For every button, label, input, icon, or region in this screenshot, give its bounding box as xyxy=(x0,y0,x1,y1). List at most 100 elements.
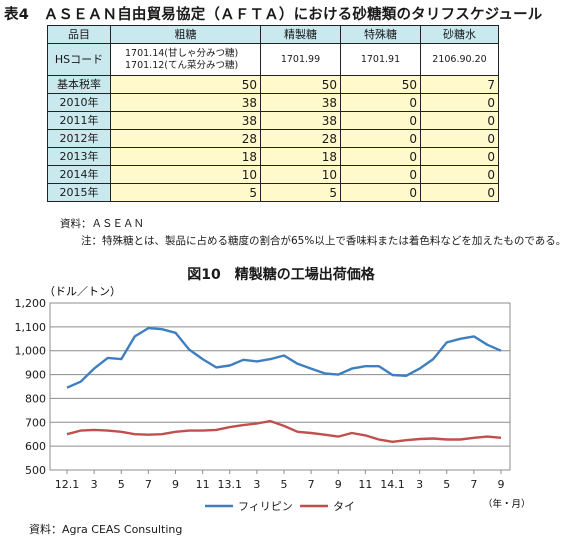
row-label: 2013年 xyxy=(47,147,111,166)
series-layer xyxy=(66,326,502,443)
table-cell: 0 xyxy=(340,111,421,130)
y-tick-label: 800 xyxy=(25,392,46,405)
hs-code-special: 1701.91 xyxy=(340,43,421,76)
table-cell: 0 xyxy=(420,129,499,148)
table-cell: 38 xyxy=(110,111,261,130)
grid-layer xyxy=(49,302,511,471)
y-tick-label: 1,200 xyxy=(15,297,47,310)
x-tick-label: 3 xyxy=(253,478,260,491)
column-header: 精製糖 xyxy=(260,25,341,44)
table-cell: 18 xyxy=(110,147,261,166)
column-header: 砂糖水 xyxy=(420,25,499,44)
x-tick-label: 3 xyxy=(416,478,423,491)
x-tick-label: 7 xyxy=(145,478,152,491)
table-cell: 38 xyxy=(260,93,341,112)
y-tick-label: 1,100 xyxy=(15,321,47,334)
y-tick-label: 500 xyxy=(25,464,46,477)
table-row: 2015年 5 5 0 0 xyxy=(47,183,499,202)
hs-code-syrup: 2106.90.20 xyxy=(420,43,499,76)
table-cell: 50 xyxy=(260,75,341,94)
x-tick-label: 14.1 xyxy=(380,478,405,491)
table-cell: 10 xyxy=(260,165,341,184)
table-row: 2011年 38 38 0 0 xyxy=(47,111,499,130)
series-line-1 xyxy=(66,419,502,443)
x-tick-label: 7 xyxy=(470,478,477,491)
table-cell: 0 xyxy=(340,93,421,112)
row-label: 2011年 xyxy=(47,111,111,130)
table-cell: 5 xyxy=(110,183,261,202)
price-line-chart: 500 600 700 800 900 1,000 1,100 1,200 12.1 3 5 7 9 11… xyxy=(15,285,531,513)
table-cell: 50 xyxy=(110,75,261,94)
row-label: 2015年 xyxy=(47,183,111,202)
column-header: 特殊糖 xyxy=(340,25,421,44)
row-label: 2014年 xyxy=(47,165,111,184)
y-tick-label: 700 xyxy=(25,416,46,429)
table-cell: 0 xyxy=(340,183,421,202)
x-tick-label: 3 xyxy=(91,478,98,491)
table-cell: 28 xyxy=(260,129,341,148)
table-row: 2010年 38 38 0 0 xyxy=(47,93,499,112)
series-line-0 xyxy=(66,326,502,389)
row-label: 2010年 xyxy=(47,93,111,112)
tariff-schedule-table: 品目 粗糖 精製糖 特殊糖 砂糖水 HSコード 1701.14(甘しゃ分みつ糖)… xyxy=(47,25,499,202)
table-cell: 0 xyxy=(420,147,499,166)
hs-code-line: 1701.12(てん菜分みつ糖) xyxy=(125,59,239,71)
table-header-row: 品目 粗糖 精製糖 特殊糖 砂糖水 xyxy=(47,25,499,44)
row-label: 基本税率 xyxy=(47,75,111,94)
tariff-body: 基本税率 50 50 50 7 2010年 38 38 0 0 2011年 38 38 0 0 2012年 28… xyxy=(47,75,499,202)
table-cell: 38 xyxy=(260,111,341,130)
x-tick-label: 12.1 xyxy=(55,478,80,491)
table-cell: 0 xyxy=(340,165,421,184)
x-tick-label: 5 xyxy=(443,478,450,491)
chart-title: 図10 精製糖の工場出荷価格 xyxy=(187,267,375,283)
x-tick-label: 9 xyxy=(335,478,342,491)
x-tick-label: 9 xyxy=(498,478,505,491)
table-title: 表4 ＡＳＥＡＮ自由貿易協定（ＡＦＴＡ）における砂糖類のタリフスケジュール xyxy=(4,7,543,23)
table-row: 基本税率 50 50 50 7 xyxy=(47,75,499,94)
column-header: 粗糖 xyxy=(110,25,261,44)
table-row: 2014年 10 10 0 0 xyxy=(47,165,499,184)
y-tick-label: 900 xyxy=(25,369,46,382)
y-axis-label: （ドル／トン） xyxy=(44,285,121,298)
table-cell: 50 xyxy=(340,75,421,94)
x-tick-label: 5 xyxy=(281,478,288,491)
y-tick-label: 1,000 xyxy=(15,345,47,358)
legend-label: タイ xyxy=(333,500,355,513)
table-source: 資料：ＡＳＥＡＮ xyxy=(60,218,144,230)
legend-layer: フィリピン タイ xyxy=(205,500,355,513)
hs-code-line: 1701.14(甘しゃ分みつ糖) xyxy=(125,47,239,59)
table-note: 注：特殊糖とは、製品に占める糖度の割合が65%以上で香味料または着色料などを加え… xyxy=(81,235,562,247)
y-tick-label: 600 xyxy=(25,440,46,453)
table-cell: 10 xyxy=(110,165,261,184)
chart-source: 資料：Agra CEAS Consulting xyxy=(29,523,183,536)
table-cell: 0 xyxy=(420,111,499,130)
legend-label: フィリピン xyxy=(238,500,293,513)
hs-code-row: HSコード 1701.14(甘しゃ分みつ糖) 1701.12(てん菜分みつ糖) … xyxy=(47,43,499,76)
table-cell: 0 xyxy=(420,165,499,184)
table-cell: 18 xyxy=(260,147,341,166)
table-cell: 0 xyxy=(420,93,499,112)
x-tick-label: 9 xyxy=(172,478,179,491)
x-tick-label: 7 xyxy=(308,478,315,491)
hs-code-refined: 1701.99 xyxy=(260,43,341,76)
table-row: 2013年 18 18 0 0 xyxy=(47,147,499,166)
table-cell: 0 xyxy=(420,183,499,202)
table-cell: 38 xyxy=(110,93,261,112)
table-cell: 28 xyxy=(110,129,261,148)
axis-layer: 500 600 700 800 900 1,000 1,100 1,200 12.1 3 5 7 9 11… xyxy=(15,297,505,491)
x-axis-label: （年・月） xyxy=(483,498,531,510)
hs-code-raw-sugar: 1701.14(甘しゃ分みつ糖) 1701.12(てん菜分みつ糖) xyxy=(110,43,261,76)
table-cell: 7 xyxy=(420,75,499,94)
row-label: 2012年 xyxy=(47,129,111,148)
x-tick-label: 11 xyxy=(196,478,210,491)
row-label: HSコード xyxy=(47,43,111,76)
table-row: 2012年 28 28 0 0 xyxy=(47,129,499,148)
table-cell: 0 xyxy=(340,129,421,148)
column-header: 品目 xyxy=(47,25,111,44)
x-tick-label: 11 xyxy=(358,478,372,491)
table-cell: 5 xyxy=(260,183,341,202)
plot-frame xyxy=(49,302,511,471)
x-tick-label: 5 xyxy=(118,478,125,491)
table-cell: 0 xyxy=(340,147,421,166)
x-tick-label: 13.1 xyxy=(218,478,243,491)
